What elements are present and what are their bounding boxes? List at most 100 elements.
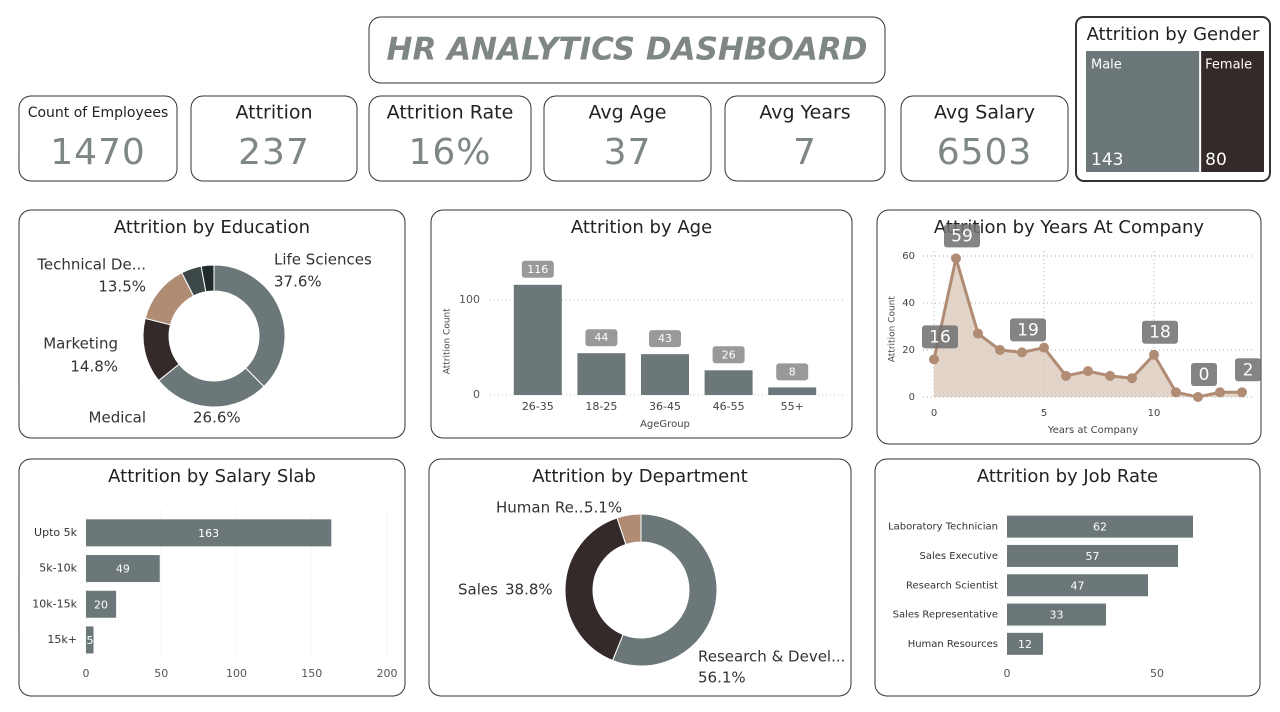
x-tick-label: 0	[83, 667, 90, 680]
bar	[513, 284, 562, 395]
chart-title: Attrition by Job Rate	[977, 466, 1158, 487]
tile-label: Male	[1091, 58, 1122, 73]
y-tick-label: 40	[902, 298, 915, 309]
x-tick-label: 0	[931, 408, 937, 419]
kpi-value: 16%	[408, 132, 491, 173]
treemap-tile	[1201, 51, 1264, 172]
y-tick-label: Research Scientist	[906, 580, 998, 591]
x-tick-label: 150	[301, 667, 322, 680]
chart-title: Attrition by Age	[571, 217, 712, 238]
label-box	[521, 260, 554, 278]
donut-slice	[200, 264, 215, 293]
chart-title: Attrition by Department	[532, 466, 747, 487]
point	[1039, 342, 1049, 353]
y-tick-label: Sales Representative	[893, 610, 998, 621]
y-tick-label: 15k+	[47, 633, 77, 646]
chart-title: Attrition by Gender	[1087, 24, 1260, 45]
bar-value: 43	[658, 332, 672, 345]
slice-percent: 14.8%	[70, 358, 118, 376]
x-tick-label: 10	[1148, 408, 1161, 419]
kpi-card	[190, 95, 358, 182]
x-axis-label: AgeGroup	[640, 419, 690, 430]
point	[1127, 373, 1137, 384]
point	[1017, 347, 1027, 358]
x-tick-label: 46-55	[713, 400, 745, 413]
point	[1149, 349, 1159, 360]
kpi-value: 6503	[937, 132, 1033, 173]
x-tick-label: 18-25	[585, 400, 617, 413]
slice-label: Marketing	[43, 335, 118, 353]
x-tick-label: 200	[377, 667, 398, 680]
bar	[577, 353, 626, 395]
tile-label: Female	[1205, 58, 1252, 73]
point	[1105, 370, 1115, 381]
y-tick-label: Human Resources	[908, 639, 998, 650]
x-tick-label: 36-45	[649, 400, 681, 413]
bar-value: 49	[116, 563, 130, 576]
bar	[86, 590, 117, 618]
label-box	[944, 224, 980, 248]
slice-label: Life Sciences	[274, 251, 372, 269]
bar-value: 8	[789, 365, 796, 378]
chart-panel	[18, 458, 406, 697]
bar-value: 116	[527, 263, 548, 276]
label-box	[712, 346, 745, 364]
bar	[768, 387, 817, 395]
kpi-card	[724, 95, 886, 182]
point-label: 59	[951, 226, 973, 246]
kpi-card	[18, 95, 178, 182]
kpi-value: 1470	[50, 132, 146, 173]
x-tick-label: 26-35	[522, 400, 554, 413]
y-tick-label: 10k-15k	[32, 597, 77, 610]
kpi-value: 7	[793, 132, 817, 173]
bar-value: 33	[1050, 609, 1064, 622]
bar-value: 163	[198, 527, 219, 540]
point	[1215, 387, 1225, 398]
bar-value: 62	[1093, 521, 1107, 534]
kpi-label: Attrition Rate	[387, 102, 514, 124]
point	[1061, 370, 1071, 381]
bar	[1007, 544, 1178, 567]
tile-value: 143	[1091, 150, 1123, 170]
tile-value: 80	[1205, 150, 1227, 170]
point-label: 19	[1017, 320, 1039, 340]
x-tick-label: 100	[226, 667, 247, 680]
bar-value: 57	[1086, 550, 1100, 563]
label-box	[649, 330, 681, 348]
y-axis-label: Attrition Count	[888, 296, 898, 363]
chart-title: Attrition by Salary Slab	[108, 466, 316, 487]
label-box	[1235, 358, 1261, 382]
y-tick-label: 100	[459, 293, 480, 306]
slice-label: Human Re...	[496, 499, 588, 517]
chart-title: Attrition by Years At Company	[934, 217, 1204, 238]
bar	[1007, 515, 1193, 538]
x-tick-label: 0	[1004, 667, 1011, 680]
y-tick-label: 20	[902, 345, 915, 356]
point	[929, 354, 939, 365]
kpi-value: 237	[238, 132, 310, 173]
slice-percent: 26.6%	[193, 409, 241, 427]
kpi-label: Avg Salary	[934, 102, 1035, 124]
bar	[641, 354, 689, 395]
point-label: 0	[1199, 365, 1210, 385]
point	[973, 328, 983, 339]
kpi-card	[368, 95, 532, 182]
y-tick-label: 60	[902, 251, 915, 262]
point	[995, 345, 1005, 355]
bar-value: 20	[94, 598, 108, 611]
slice-percent: 56.1%	[698, 669, 746, 687]
slice-label: Medical	[89, 409, 146, 427]
bar	[86, 555, 160, 583]
y-tick-label: 0	[473, 388, 480, 401]
x-tick-label: 55+	[781, 400, 804, 413]
bar	[86, 626, 94, 654]
bar-value: 47	[1071, 579, 1085, 592]
y-tick-label: 5k-10k	[39, 562, 77, 575]
point	[951, 253, 961, 264]
chart-panel	[18, 209, 406, 439]
donut-slice	[611, 513, 718, 667]
bar-value: 26	[722, 348, 736, 361]
kpi-label: Avg Years	[759, 102, 850, 124]
slice-percent: 38.8%	[505, 581, 553, 599]
